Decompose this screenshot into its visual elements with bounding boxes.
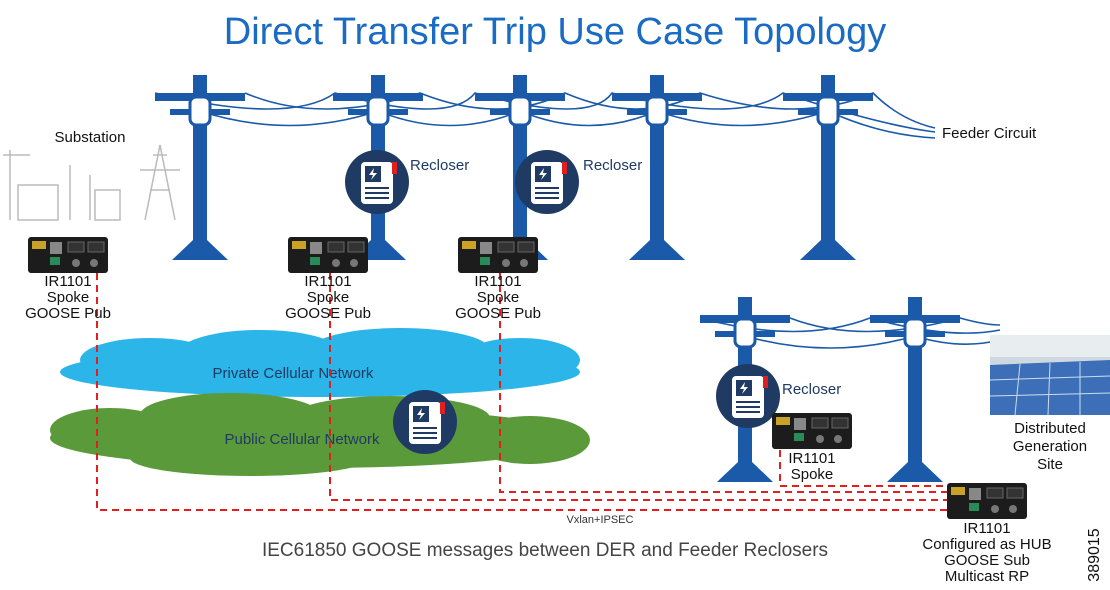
recloser-label: Recloser <box>410 157 469 174</box>
router-label: GOOSE Pub <box>25 305 111 322</box>
recloser-icon <box>345 150 409 214</box>
recloser-label: Recloser <box>583 157 642 174</box>
router-label: GOOSE Pub <box>285 305 371 322</box>
solar-site <box>990 335 1110 415</box>
recloser-label: Recloser <box>782 381 841 398</box>
caption: IEC61850 GOOSE messages between DER and … <box>262 540 828 561</box>
der-label: Distributed <box>1014 420 1086 437</box>
private-cloud <box>60 328 580 397</box>
router-label: GOOSE Pub <box>455 305 541 322</box>
router-label: IR1101 <box>44 273 91 290</box>
der-label: Generation <box>1013 438 1087 455</box>
router <box>288 237 368 273</box>
router <box>458 237 538 273</box>
title: Direct Transfer Trip Use Case Topology <box>224 11 886 53</box>
router <box>772 413 852 449</box>
router-label: Spoke <box>307 289 350 306</box>
router-label: Configured as HUB <box>922 536 1051 553</box>
feeder-label: Feeder Circuit <box>942 125 1037 142</box>
router <box>28 237 108 273</box>
link-label: Vxlan+IPSEC <box>567 514 634 526</box>
feeder-wires <box>155 93 1000 348</box>
recloser-icon <box>515 150 579 214</box>
figure-id: 389015 <box>1086 528 1103 581</box>
router-label: Spoke <box>47 289 90 306</box>
router-label: Multicast RP <box>945 568 1029 585</box>
der-label: Site <box>1037 456 1063 473</box>
diagram: Direct Transfer Trip Use Case Topology S… <box>0 0 1110 590</box>
router-label: Spoke <box>791 466 834 483</box>
recloser-icon <box>716 364 780 428</box>
router <box>947 483 1027 519</box>
router-label: IR1101 <box>963 520 1010 537</box>
substation-label: Substation <box>55 129 126 146</box>
substation-icon <box>3 145 180 220</box>
router-label: IR1101 <box>304 273 351 290</box>
router-label: Spoke <box>477 289 520 306</box>
recloser-icon <box>393 390 457 454</box>
cloud-label: Private Cellular Network <box>213 365 374 382</box>
router-label: GOOSE Sub <box>944 552 1030 569</box>
router-label: IR1101 <box>474 273 521 290</box>
cloud-label: Public Cellular Network <box>224 431 380 448</box>
router-label: IR1101 <box>788 450 835 467</box>
